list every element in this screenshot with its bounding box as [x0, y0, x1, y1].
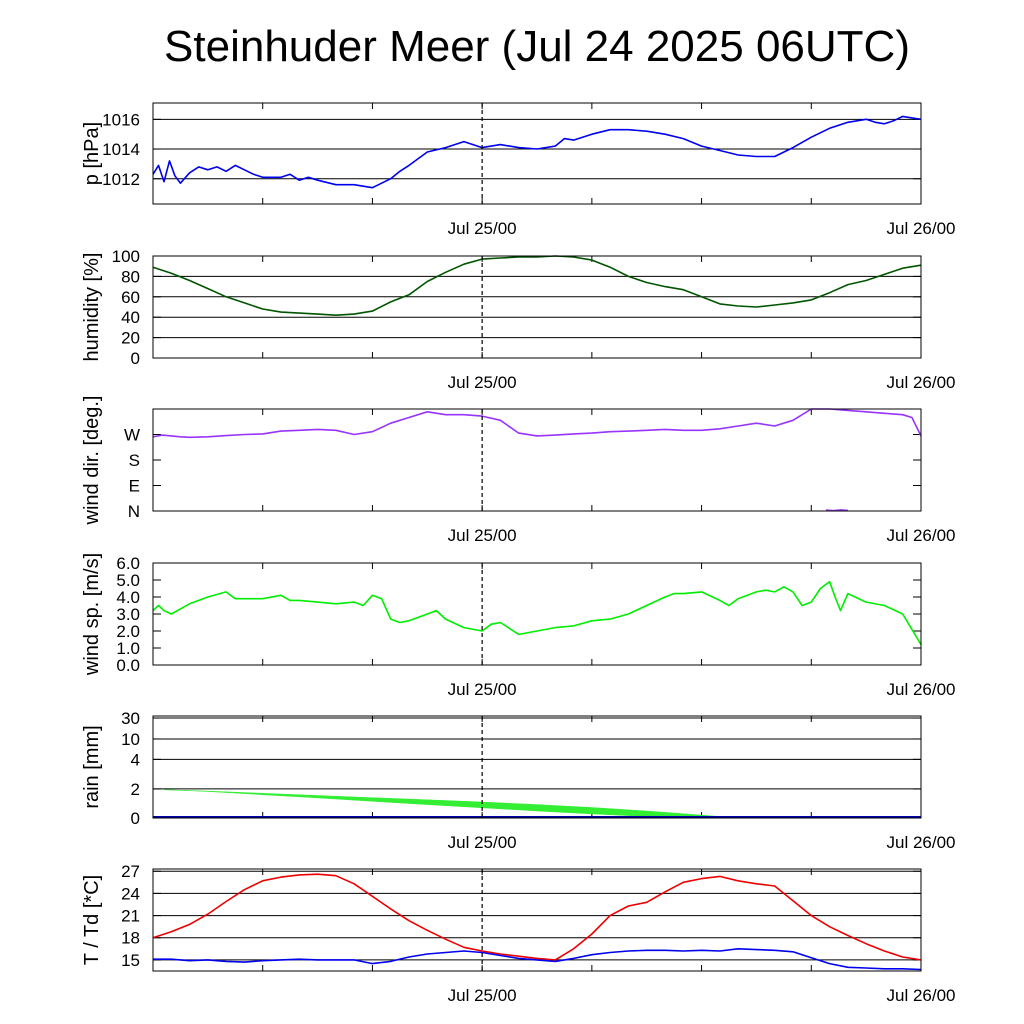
- rain-xtick-label: Jul 26/00: [887, 833, 956, 852]
- wind-speed-ytick-label: 2.0: [116, 622, 140, 641]
- wind-direction-ytick-label: N: [128, 502, 140, 521]
- wind-direction-ytick-label: E: [129, 477, 140, 496]
- rain-panel: 0 2 410 30 Jul 25/00 Jul 26/00 rain [mm]: [81, 709, 956, 852]
- humidity-ytick-label: 100: [112, 247, 140, 266]
- humidity-ylabel: humidity [%]: [81, 253, 103, 362]
- pressure-panel: 1012 1014 1016 Jul 25/00 Jul 26/00 p [hPa]: [81, 102, 956, 238]
- humidity-ytick-label: 40: [121, 308, 140, 327]
- temperature-ytick-label: 15: [121, 951, 140, 970]
- temperature-panel: 15 18 21 24 27 Jul 25/00 Jul 26/00 T / Td [*C]: [81, 862, 956, 1005]
- wind-speed-ytick-label: 0.0: [116, 656, 140, 675]
- rain-area: [163, 789, 921, 819]
- pressure-ytick-label: 1014: [102, 140, 140, 159]
- pressure-ytick-label: 1012: [102, 170, 140, 189]
- chart-title: Steinhuder Meer (Jul 24 2025 06UTC): [164, 22, 910, 71]
- rain-ytick-label: 4: [131, 750, 140, 769]
- wind-speed-ytick-label: 6.0: [116, 554, 140, 573]
- temperature-xtick-label: Jul 25/00: [448, 986, 517, 1005]
- temperature-ylabel: T / Td [*C]: [81, 875, 103, 965]
- temperature-frame: [152, 868, 922, 972]
- pressure-ylabel: p [hPa]: [81, 122, 103, 185]
- rain-ytick-label: 2: [131, 780, 140, 799]
- wind-speed-ytick-label: 1.0: [116, 639, 140, 658]
- pressure-xtick-label: Jul 26/00: [887, 219, 956, 238]
- wind-speed-xtick-label: Jul 25/00: [448, 680, 517, 699]
- rain-frame: [152, 715, 922, 819]
- wind-direction-xtick-label: Jul 26/00: [887, 526, 956, 545]
- wind-direction-ytick-label: W: [124, 426, 140, 445]
- temperature-ytick-label: 27: [121, 862, 140, 881]
- pressure-series-line-0: [152, 115, 922, 189]
- rain-ytick-label: 0: [131, 809, 140, 828]
- humidity-ytick-label: 20: [121, 329, 140, 348]
- temperature-ytick-label: 21: [121, 907, 140, 926]
- wind-direction-series-line-1: [825, 509, 848, 512]
- rain-xtick-label: Jul 25/00: [448, 833, 517, 852]
- wind-speed-ytick-label: 4.0: [116, 588, 140, 607]
- humidity-ytick-label: 80: [121, 267, 140, 286]
- wind-direction-ylabel: wind dir. [deg.]: [81, 396, 103, 526]
- temperature-series-line-1: [153, 948, 922, 971]
- wind-speed-series-line-0: [152, 580, 922, 646]
- humidity-xtick-label: Jul 26/00: [887, 373, 956, 392]
- rain-ytick-label: 10: [121, 730, 140, 749]
- temperature-ytick-label: 18: [121, 929, 140, 948]
- wind-direction-frame: [152, 408, 922, 512]
- pressure-xtick-label: Jul 25/00: [448, 219, 517, 238]
- wind-speed-frame: [152, 562, 922, 666]
- humidity-frame: [152, 255, 922, 359]
- humidity-xtick-label: Jul 25/00: [448, 373, 517, 392]
- wind-speed-ytick-label: 5.0: [116, 571, 140, 590]
- wind-speed-ytick-label: 3.0: [116, 605, 140, 624]
- wind-direction-ytick-label: S: [129, 451, 140, 470]
- humidity-ytick-label: 60: [121, 288, 140, 307]
- pressure-ytick-label: 1016: [102, 110, 140, 129]
- temperature-series-line-0: [152, 873, 922, 961]
- wind-speed-xtick-label: Jul 26/00: [887, 680, 956, 699]
- wind-speed-panel: 0.01.02.03.04.05.06.0 Jul 25/00 Jul 26/00 w…: [81, 553, 956, 699]
- wind-speed-ylabel: wind sp. [m/s]: [81, 553, 103, 676]
- humidity-ytick-label: 0: [131, 349, 140, 368]
- wind-direction-xtick-label: Jul 25/00: [448, 526, 517, 545]
- temperature-ytick-label: 24: [121, 884, 140, 903]
- rain-ytick-label: 30: [121, 709, 140, 728]
- pressure-frame: [152, 102, 922, 205]
- humidity-series-line-0: [152, 255, 922, 316]
- temperature-xtick-label: Jul 26/00: [887, 986, 956, 1005]
- wind-direction-series-line-0: [152, 408, 922, 439]
- rain-ylabel: rain [mm]: [81, 725, 103, 808]
